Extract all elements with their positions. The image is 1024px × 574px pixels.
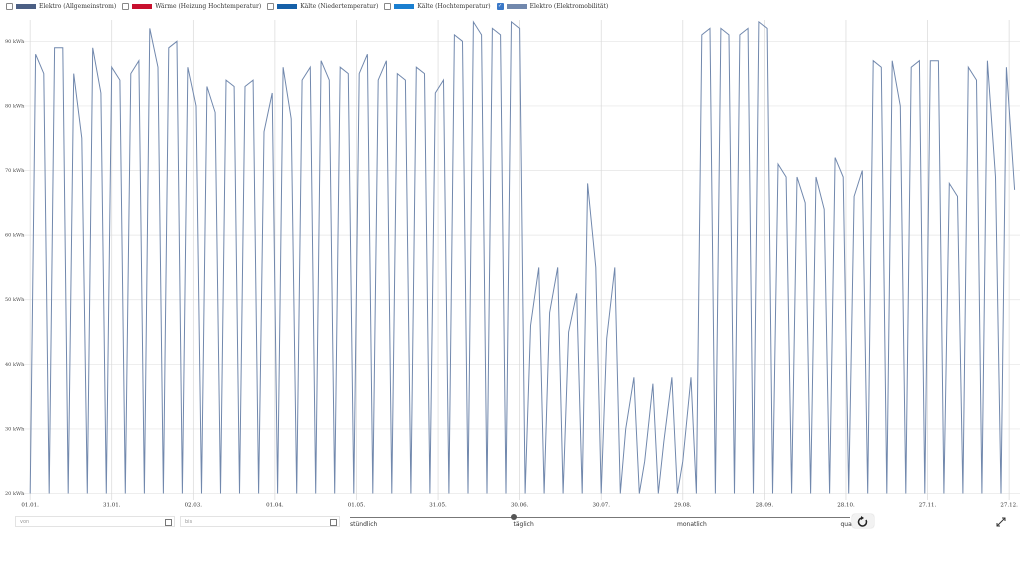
legend-checkbox — [384, 3, 392, 10]
x-tick-label: 28.10. — [837, 503, 855, 509]
reset-icon — [857, 516, 868, 527]
legend-label: Elektro (Allgemeinstrom) — [39, 3, 117, 10]
calendar-icon[interactable] — [330, 519, 337, 526]
legend-item[interactable]: ✓ Elektro (Elektromobilität) — [496, 3, 609, 10]
x-tick-label: 30.07. — [592, 503, 610, 509]
legend-swatch — [16, 4, 36, 9]
legend-item[interactable]: Kälte (Niedertemperatur) — [267, 3, 378, 10]
y-tick-label: 70 kWh — [5, 168, 25, 174]
legend-label: Kälte (Hochtemperatur) — [417, 3, 491, 10]
legend-item[interactable]: Elektro (Allgemeinstrom) — [6, 3, 116, 10]
legend-swatch — [132, 4, 153, 9]
x-tick-label: 01.05. — [348, 503, 366, 509]
legend-item[interactable]: Wärme (Heizung Hochtemperatur) — [122, 3, 261, 10]
legend-item[interactable]: Kälte (Hochtemperatur) — [384, 3, 491, 10]
y-tick-label: 80 kWh — [5, 103, 25, 109]
from-input[interactable]: von — [15, 516, 175, 527]
legend-swatch — [394, 4, 415, 9]
legend: Elektro (Allgemeinstrom) Wärme (Heizung H… — [6, 3, 608, 10]
resolution-label[interactable]: täglich — [513, 521, 534, 528]
y-tick-label: 30 kWh — [5, 426, 25, 432]
x-tick-label: 27.11. — [919, 503, 937, 509]
slider-knob[interactable] — [510, 514, 517, 520]
x-tick-label: 01.01. — [21, 503, 39, 509]
y-tick-label: 50 kWh — [5, 297, 25, 303]
y-tick-label: 20 kWh — [5, 491, 25, 497]
calendar-icon[interactable] — [165, 519, 172, 526]
legend-checkbox — [122, 3, 130, 10]
legend-checkbox — [6, 3, 13, 10]
legend-label: Wärme (Heizung Hochtemperatur) — [155, 3, 262, 10]
x-tick-label: 28.09. — [756, 503, 774, 509]
legend-checkbox: ✓ — [496, 3, 504, 10]
expand-icon[interactable] — [996, 517, 1006, 527]
x-tick-label: 01.04. — [266, 503, 284, 509]
x-tick-label: 29.08. — [674, 503, 692, 509]
x-tick-label: 27.12. — [1000, 503, 1018, 509]
resolution-slider[interactable] — [350, 517, 850, 518]
y-tick-label: 60 kWh — [5, 233, 25, 239]
chart: 20 kWh 30 kWh 40 kWh 50 kWh 60 kWh 70 kWh 80 k… — [5, 20, 1020, 509]
x-tick-label: 30.06. — [511, 503, 529, 509]
y-tick-label: 90 kWh — [5, 39, 25, 45]
to-placeholder: bis — [185, 519, 193, 525]
data-line — [29, 20, 1016, 494]
legend-label: Kälte (Niedertemperatur) — [300, 3, 379, 10]
legend-swatch — [277, 4, 298, 9]
from-placeholder: von — [20, 519, 30, 525]
to-input[interactable]: bis — [180, 516, 340, 527]
resolution-label[interactable]: quar — [840, 521, 855, 528]
y-tick-label: 40 kWh — [5, 362, 25, 368]
resolution-label[interactable]: monatlich — [677, 521, 707, 528]
legend-checkbox — [267, 3, 275, 10]
x-tick-label: 31.01. — [103, 503, 121, 509]
resolution-label[interactable]: stündlich — [350, 521, 378, 528]
x-tick-label: 02.03. — [185, 503, 203, 509]
legend-swatch — [506, 4, 527, 9]
reset-button[interactable] — [852, 514, 874, 528]
legend-label: Elektro (Elektromobilität) — [529, 3, 609, 10]
x-tick-label: 31.05. — [429, 503, 447, 509]
